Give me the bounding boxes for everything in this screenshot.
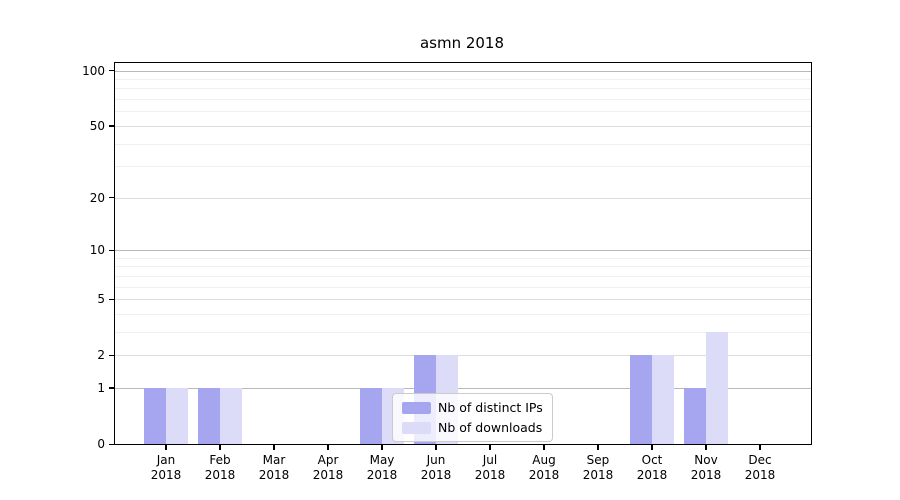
x-tick-sep	[597, 444, 599, 450]
bar-jan-downloads	[166, 387, 188, 444]
bar-nov-downloads	[706, 331, 728, 444]
y-tick-label-50: 50	[89, 118, 105, 133]
bar-nov-distinct-ips	[684, 387, 706, 444]
x-tick-label-sep: Sep 2018	[582, 453, 614, 482]
y-tick-1	[109, 387, 114, 389]
y-tick-0	[109, 443, 114, 445]
x-tick-label-jun: Jun 2018	[420, 453, 452, 482]
gridline-major-10	[115, 250, 811, 251]
gridline-major-50	[115, 125, 811, 127]
gridline-minor-40	[115, 143, 811, 145]
gridline-minor-3	[115, 331, 811, 333]
y-tick-label-0: 0	[97, 437, 105, 451]
y-tick-100	[109, 70, 114, 72]
y-tick-label-1: 1	[97, 380, 105, 395]
legend-label-distinct-ips: Nb of distinct IPs	[438, 400, 543, 415]
x-tick-jan	[165, 444, 167, 450]
gridline-major-2	[115, 355, 811, 357]
bar-oct-downloads	[652, 355, 674, 444]
chart-title: asmn 2018	[419, 34, 505, 52]
x-tick-label-feb: Feb 2018	[204, 453, 236, 482]
bar-feb-distinct-ips	[198, 387, 220, 444]
x-tick-may	[381, 444, 383, 450]
gridline-major-5	[115, 299, 811, 301]
x-tick-label-apr: Apr 2018	[312, 453, 344, 482]
x-tick-label-dec: Dec 2018	[744, 453, 776, 482]
legend-swatch-downloads	[402, 421, 431, 434]
y-tick-label-20: 20	[89, 190, 105, 205]
legend-swatch-distinct-ips	[402, 401, 431, 414]
y-tick-20	[109, 197, 114, 199]
x-tick-mar	[273, 444, 275, 450]
gridline-minor-30	[115, 166, 811, 168]
x-tick-label-nov: Nov 2018	[690, 453, 722, 482]
gridline-minor-70	[115, 99, 811, 101]
legend-entry-downloads: Nb of downloads	[402, 419, 543, 436]
x-tick-jun	[435, 444, 437, 450]
y-tick-5	[109, 298, 114, 300]
gridline-minor-80	[115, 88, 811, 90]
bar-feb-downloads	[220, 387, 242, 444]
gridline-minor-90	[115, 79, 811, 81]
x-tick-label-may: May 2018	[366, 453, 398, 482]
x-tick-oct	[651, 444, 653, 450]
legend-entry-distinct-ips: Nb of distinct IPs	[402, 399, 543, 416]
plot-area: 0 1 2 5 10 20 50 100 Jan 2018 Feb 2018 Mar 2018 Ap…	[82, 62, 812, 482]
bar-oct-distinct-ips	[630, 355, 652, 444]
x-tick-label-jan: Jan 2018	[150, 453, 182, 482]
gridline-minor-8	[115, 266, 811, 268]
gridline-major-1	[115, 387, 811, 389]
gridline-minor-6	[115, 286, 811, 288]
gridline-minor-9	[115, 257, 811, 259]
x-tick-apr	[327, 444, 329, 450]
x-tick-label-jul: Jul 2018	[474, 453, 506, 482]
x-tick-label-oct: Oct 2018	[636, 453, 668, 482]
y-tick-label-100: 100	[82, 63, 105, 78]
x-tick-dec	[759, 444, 761, 450]
x-tick-jul	[489, 444, 491, 450]
legend-label-downloads: Nb of downloads	[438, 420, 543, 435]
x-tick-label-aug: Aug 2018	[528, 453, 560, 482]
x-tick-nov	[705, 444, 707, 450]
gridline-minor-60	[115, 111, 811, 113]
gridline-minor-7	[115, 275, 811, 277]
gridline-minor-4	[115, 313, 811, 315]
x-tick-label-mar: Mar 2018	[258, 453, 290, 482]
x-tick-feb	[219, 444, 221, 450]
y-tick-label-10: 10	[89, 243, 105, 257]
y-tick-50	[109, 125, 114, 127]
bar-may-distinct-ips	[360, 387, 382, 444]
bar-jan-distinct-ips	[144, 387, 166, 444]
gridline-major-100	[115, 70, 811, 72]
y-tick-label-5: 5	[97, 292, 105, 307]
y-tick-10	[109, 249, 114, 251]
y-tick-2	[109, 354, 114, 356]
y-tick-label-2: 2	[97, 348, 105, 363]
x-tick-aug	[543, 444, 545, 450]
gridline-major-20	[115, 197, 811, 199]
legend: Nb of distinct IPs Nb of downloads	[392, 393, 553, 442]
